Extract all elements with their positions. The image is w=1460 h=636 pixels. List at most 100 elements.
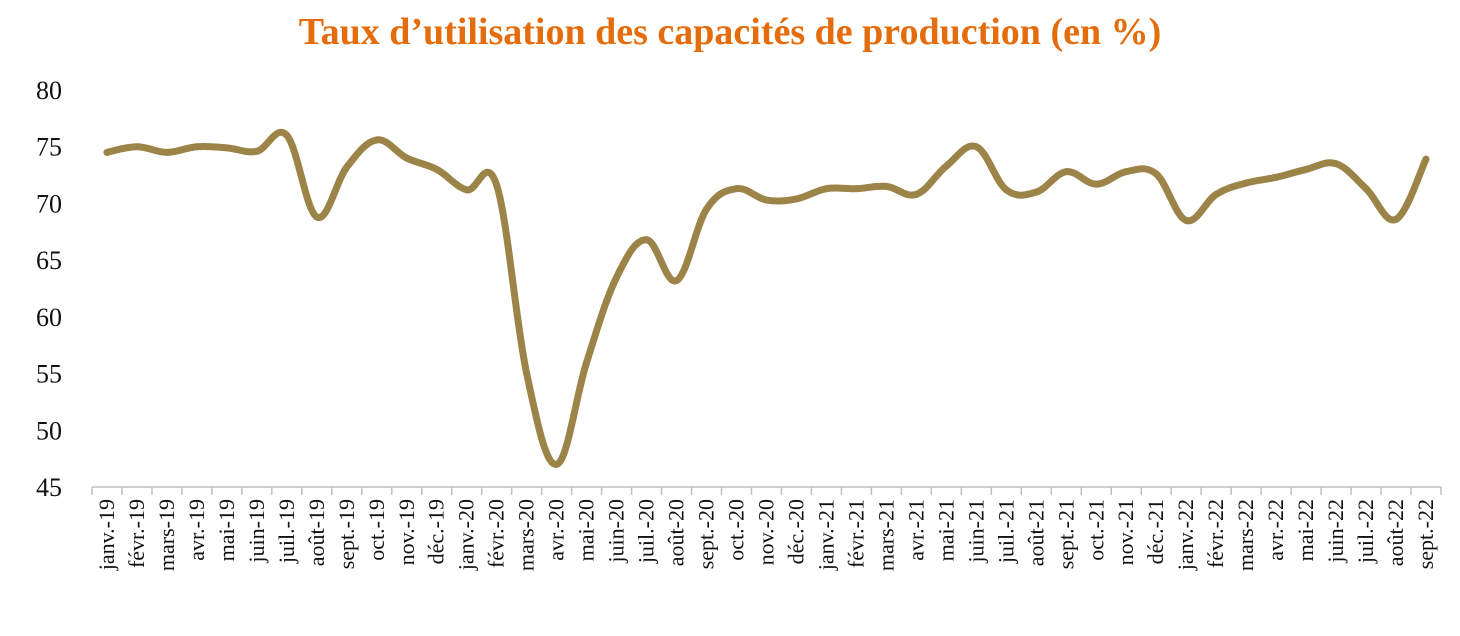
- data-point: [253, 147, 261, 155]
- y-tick-label: 55: [36, 360, 62, 389]
- x-tick-label: janv.-21: [813, 499, 838, 571]
- x-tick-label: déc.-19: [424, 499, 449, 564]
- data-point: [1062, 168, 1070, 176]
- x-tick-label: oct.-19: [364, 499, 389, 561]
- y-tick-label: 70: [36, 189, 62, 218]
- x-tick-label: févr.-20: [484, 499, 509, 568]
- y-axis: 45 50 55 60 65 70 75 80: [36, 76, 62, 502]
- series-group: [103, 129, 1430, 468]
- data-point: [942, 162, 950, 170]
- y-tick-label: 60: [36, 303, 62, 332]
- data-point: [1392, 215, 1400, 223]
- data-point: [613, 273, 621, 281]
- data-point: [313, 213, 321, 221]
- data-point: [583, 358, 591, 366]
- x-tick-label: avr.-20: [544, 499, 569, 561]
- x-tick-label: juil.-22: [1353, 499, 1378, 564]
- x-tick-label: juil.-20: [634, 499, 659, 564]
- x-tick-label: avr.-21: [903, 499, 928, 561]
- data-point: [673, 277, 681, 285]
- data-point: [193, 143, 201, 151]
- data-point: [912, 190, 920, 198]
- data-point: [133, 143, 141, 151]
- data-point: [343, 163, 351, 171]
- x-tick-label: août-20: [664, 499, 689, 566]
- x-tick-label: mars-20: [514, 499, 539, 571]
- data-point: [553, 460, 561, 468]
- x-tick-label: sept.-21: [1053, 499, 1078, 569]
- data-point: [1122, 168, 1130, 176]
- y-tick-label: 75: [36, 133, 62, 162]
- x-tick-label: déc.-21: [1143, 499, 1168, 564]
- x-tick-label: août-22: [1383, 499, 1408, 566]
- x-tick-label: mai-19: [214, 499, 239, 561]
- x-tick-label: mars-21: [873, 499, 898, 571]
- y-tick-label: 45: [36, 473, 62, 502]
- data-point: [1002, 186, 1010, 194]
- x-tick-label: févr.-19: [124, 499, 149, 568]
- x-tick-label: mars-22: [1233, 499, 1258, 571]
- x-tick-label: sept.-20: [694, 499, 719, 569]
- data-point: [1422, 155, 1430, 163]
- x-tick-label: sept.-19: [334, 499, 359, 569]
- data-point: [523, 370, 531, 378]
- x-tick-label: juin-22: [1323, 499, 1348, 564]
- x-tick-label: mai-22: [1293, 499, 1318, 561]
- data-point: [403, 154, 411, 162]
- data-point: [643, 236, 651, 244]
- x-tick-label: juin-21: [963, 499, 988, 564]
- data-point: [103, 148, 111, 156]
- x-tick-label: févr.-21: [843, 499, 868, 568]
- x-tick-label: août-19: [304, 499, 329, 566]
- x-tick-label: juil.-19: [274, 499, 299, 564]
- x-tick-label: juil.-21: [993, 499, 1018, 564]
- x-tick-label: janv.-19: [94, 499, 119, 571]
- data-point: [1362, 185, 1370, 193]
- series-line: [103, 129, 1430, 468]
- x-tick-label: août-21: [1023, 499, 1048, 566]
- x-tick-label: janv.-20: [454, 499, 479, 571]
- data-point: [1272, 173, 1280, 181]
- x-tick-label: nov.-20: [754, 499, 779, 565]
- x-tick-label: déc.-20: [783, 499, 808, 564]
- data-point: [1092, 180, 1100, 188]
- x-tick-label: janv.-22: [1173, 499, 1198, 571]
- data-point: [373, 136, 381, 144]
- x-tick-label: mai-21: [933, 499, 958, 561]
- data-point: [1212, 190, 1220, 198]
- data-point: [1242, 179, 1250, 187]
- x-tick-label: oct.-21: [1083, 499, 1108, 561]
- data-point: [763, 196, 770, 204]
- data-point: [433, 165, 441, 173]
- y-tick-label: 80: [36, 76, 62, 105]
- x-tick-label: avr.-22: [1263, 499, 1288, 561]
- data-point: [493, 181, 501, 189]
- chart-title: Taux d’utilisation des capacités de prod…: [298, 11, 1162, 53]
- data-point: [822, 185, 830, 193]
- data-point: [703, 205, 711, 213]
- data-point: [1302, 165, 1310, 173]
- data-point: [463, 186, 471, 194]
- x-tick-label: juin-20: [604, 499, 629, 564]
- x-tick-label: févr.-22: [1203, 499, 1228, 568]
- data-point: [1032, 188, 1040, 196]
- x-axis: janv.-19 févr.-19 mars-19 avr.-19 mai-19 juin…: [91, 486, 1442, 571]
- x-tick-label: juin-19: [244, 499, 269, 564]
- data-point: [852, 185, 860, 193]
- x-tick-label: oct.-20: [724, 499, 749, 561]
- data-point: [792, 195, 800, 203]
- data-point: [223, 144, 231, 152]
- data-point: [1332, 160, 1340, 168]
- data-point: [882, 182, 890, 190]
- x-tick-label: avr.-19: [184, 499, 209, 561]
- data-point: [972, 143, 980, 151]
- data-point: [1182, 216, 1190, 224]
- x-tick-label: mars-19: [154, 499, 179, 571]
- y-tick-label: 65: [36, 246, 62, 275]
- data-point: [283, 131, 291, 139]
- data-point: [163, 148, 171, 156]
- data-point: [733, 185, 741, 193]
- data-point: [1152, 170, 1160, 178]
- y-tick-label: 50: [36, 416, 62, 445]
